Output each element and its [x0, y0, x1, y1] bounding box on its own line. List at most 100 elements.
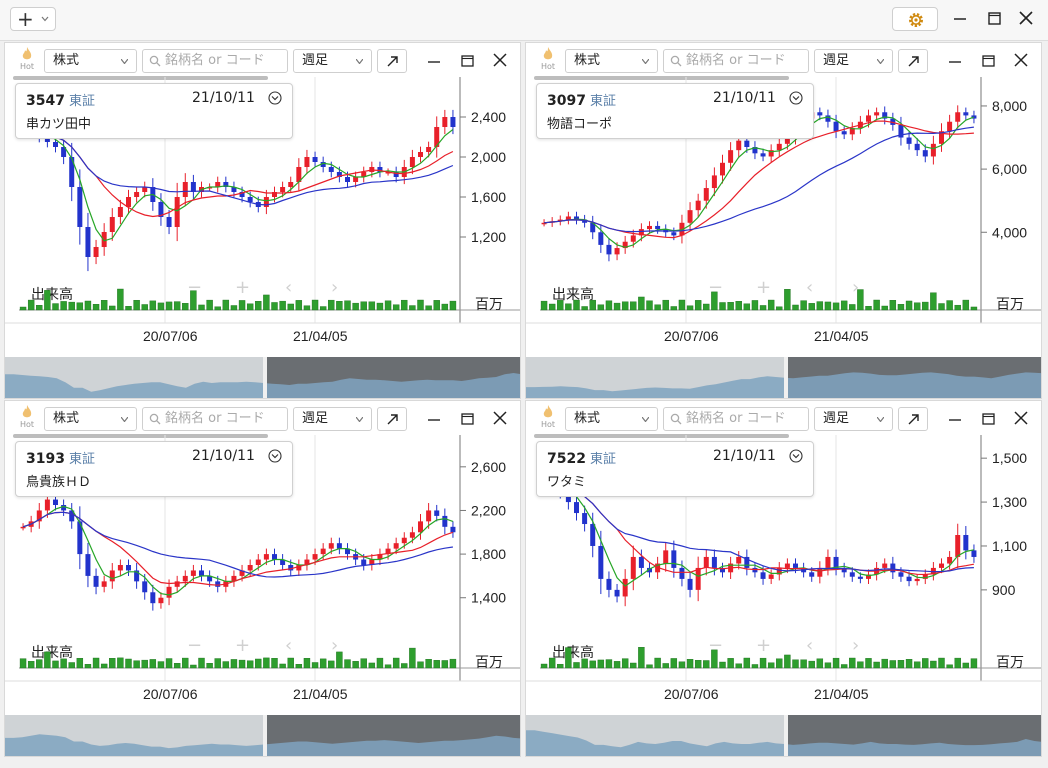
panel-maximize-icon[interactable] [456, 409, 478, 429]
volume-bar [449, 300, 457, 311]
zoom-control-icon[interactable]: › [331, 277, 338, 298]
candle-body [239, 570, 245, 576]
symbol-search-input[interactable]: 銘柄名 or コード [142, 49, 288, 73]
zoom-control-icon[interactable]: ‹ [806, 635, 813, 656]
navigator-handle[interactable] [784, 357, 788, 399]
panel-minimize-icon[interactable] [423, 409, 445, 429]
range-navigator[interactable] [5, 715, 521, 757]
hot-button[interactable]: Hot [15, 47, 39, 75]
market-select[interactable]: 株式 [565, 407, 658, 431]
volume-bar [311, 299, 319, 311]
quote-date: 21/10/11 [713, 448, 776, 464]
minimize-icon[interactable] [948, 8, 972, 30]
symbol-search-input[interactable]: 銘柄名 or コード [663, 407, 809, 431]
volume-bar [922, 301, 929, 311]
hot-button[interactable]: Hot [536, 47, 560, 75]
zoom-control-icon[interactable]: − [708, 277, 723, 298]
symbol-search-input[interactable]: 銘柄名 or コード [663, 49, 809, 73]
flame-icon [543, 405, 553, 418]
candle-body [409, 532, 415, 538]
toolbar-scroll-indicator[interactable] [13, 434, 268, 438]
zoom-control-icon[interactable]: − [187, 277, 202, 298]
period-select[interactable]: 週足 [293, 407, 372, 431]
moving-average-line [22, 511, 453, 578]
candle-body [655, 225, 661, 230]
panel-maximize-icon[interactable] [977, 409, 999, 429]
zoom-control-icon[interactable]: − [187, 635, 202, 656]
navigator-handle[interactable] [263, 357, 267, 399]
candle-body [53, 142, 58, 147]
toolbar-scroll-indicator[interactable] [13, 76, 268, 80]
panel-close-icon[interactable] [489, 51, 511, 71]
chevron-down-circle-icon[interactable] [268, 91, 282, 105]
candle-body [776, 567, 782, 575]
zoom-control-icon[interactable]: + [235, 277, 250, 298]
volume-bar [597, 304, 605, 311]
panel-close-icon[interactable] [489, 409, 511, 429]
add-chart-button[interactable]: + [10, 7, 56, 31]
zoom-control-icon[interactable]: ‹ [285, 277, 292, 298]
candle-body [898, 124, 904, 138]
zoom-control-icon[interactable]: − [708, 635, 723, 656]
open-external-button[interactable] [377, 49, 407, 73]
panel-maximize-icon[interactable] [456, 51, 478, 71]
market-select[interactable]: 株式 [44, 407, 137, 431]
period-select[interactable]: 週足 [293, 49, 372, 73]
candle-body [263, 197, 269, 207]
chevron-down-circle-icon[interactable] [789, 91, 803, 105]
chevron-down-circle-icon[interactable] [789, 449, 803, 463]
zoom-control-icon[interactable]: + [756, 277, 771, 298]
period-select[interactable]: 週足 [814, 49, 893, 73]
zoom-control-icon[interactable]: › [331, 635, 338, 656]
price-chart[interactable]: 2,600 2,200 1,800 1,400 20/07/06 21/04/05 出来高百… [5, 435, 521, 715]
zoom-control-icon[interactable]: + [235, 635, 250, 656]
open-external-button[interactable] [377, 407, 407, 431]
open-external-button[interactable] [898, 407, 928, 431]
panel-minimize-icon[interactable] [423, 51, 445, 71]
market-select[interactable]: 株式 [44, 49, 137, 73]
panel-maximize-icon[interactable] [977, 51, 999, 71]
candle-body [345, 548, 350, 555]
zoom-control-icon[interactable]: › [852, 635, 859, 656]
hot-button[interactable]: Hot [536, 405, 560, 433]
volume-bar [295, 664, 303, 669]
maximize-icon[interactable] [982, 8, 1006, 30]
close-icon[interactable] [1014, 8, 1038, 30]
price-chart[interactable]: 2,400 2,000 1,600 1,200 20/07/06 21/04/05 出来高百… [5, 77, 521, 357]
navigator-area [5, 373, 520, 398]
range-navigator[interactable] [5, 357, 521, 399]
range-navigator[interactable] [526, 715, 1042, 757]
navigator-handle[interactable] [784, 715, 788, 757]
settings-button[interactable] [892, 7, 938, 31]
symbol-search-input[interactable]: 銘柄名 or コード [142, 407, 288, 431]
volume-bar [295, 300, 303, 311]
range-navigator[interactable] [526, 357, 1042, 399]
volume-bar [703, 303, 710, 311]
zoom-control-icon[interactable]: ‹ [806, 277, 813, 298]
zoom-control-icon[interactable]: + [756, 635, 771, 656]
panel-minimize-icon[interactable] [944, 51, 966, 71]
candle-body [328, 543, 334, 549]
toolbar-scroll-indicator[interactable] [534, 434, 789, 438]
chevron-down-circle-icon[interactable] [268, 449, 282, 463]
zoom-control-icon[interactable]: › [852, 277, 859, 298]
market-select[interactable]: 株式 [565, 49, 658, 73]
candle-body [565, 216, 571, 220]
open-external-button[interactable] [898, 49, 928, 73]
zoom-control-icon[interactable]: ‹ [285, 635, 292, 656]
candle-body [882, 112, 888, 119]
volume-bar [173, 301, 181, 311]
candle-body [207, 575, 213, 582]
period-select[interactable]: 週足 [814, 407, 893, 431]
hot-button[interactable]: Hot [15, 405, 39, 433]
panel-close-icon[interactable] [1010, 409, 1032, 429]
toolbar-scroll-indicator[interactable] [534, 76, 789, 80]
market-label: 東証 [589, 94, 616, 109]
stock-name: 物語コーポ [547, 117, 613, 132]
candle-body [117, 565, 123, 571]
panel-close-icon[interactable] [1010, 51, 1032, 71]
navigator-handle[interactable] [263, 715, 267, 757]
panel-minimize-icon[interactable] [944, 409, 966, 429]
